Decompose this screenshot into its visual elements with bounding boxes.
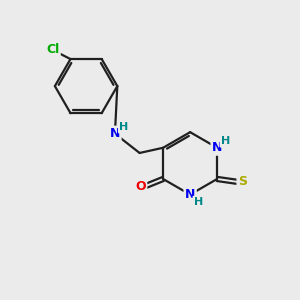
Text: H: H	[119, 122, 128, 132]
Text: Cl: Cl	[46, 43, 59, 56]
Text: N: N	[185, 188, 195, 201]
Text: S: S	[238, 176, 247, 188]
Text: O: O	[135, 180, 146, 193]
Text: H: H	[221, 136, 230, 146]
Text: N: N	[212, 141, 222, 154]
Text: H: H	[194, 197, 203, 207]
Text: N: N	[110, 127, 120, 140]
